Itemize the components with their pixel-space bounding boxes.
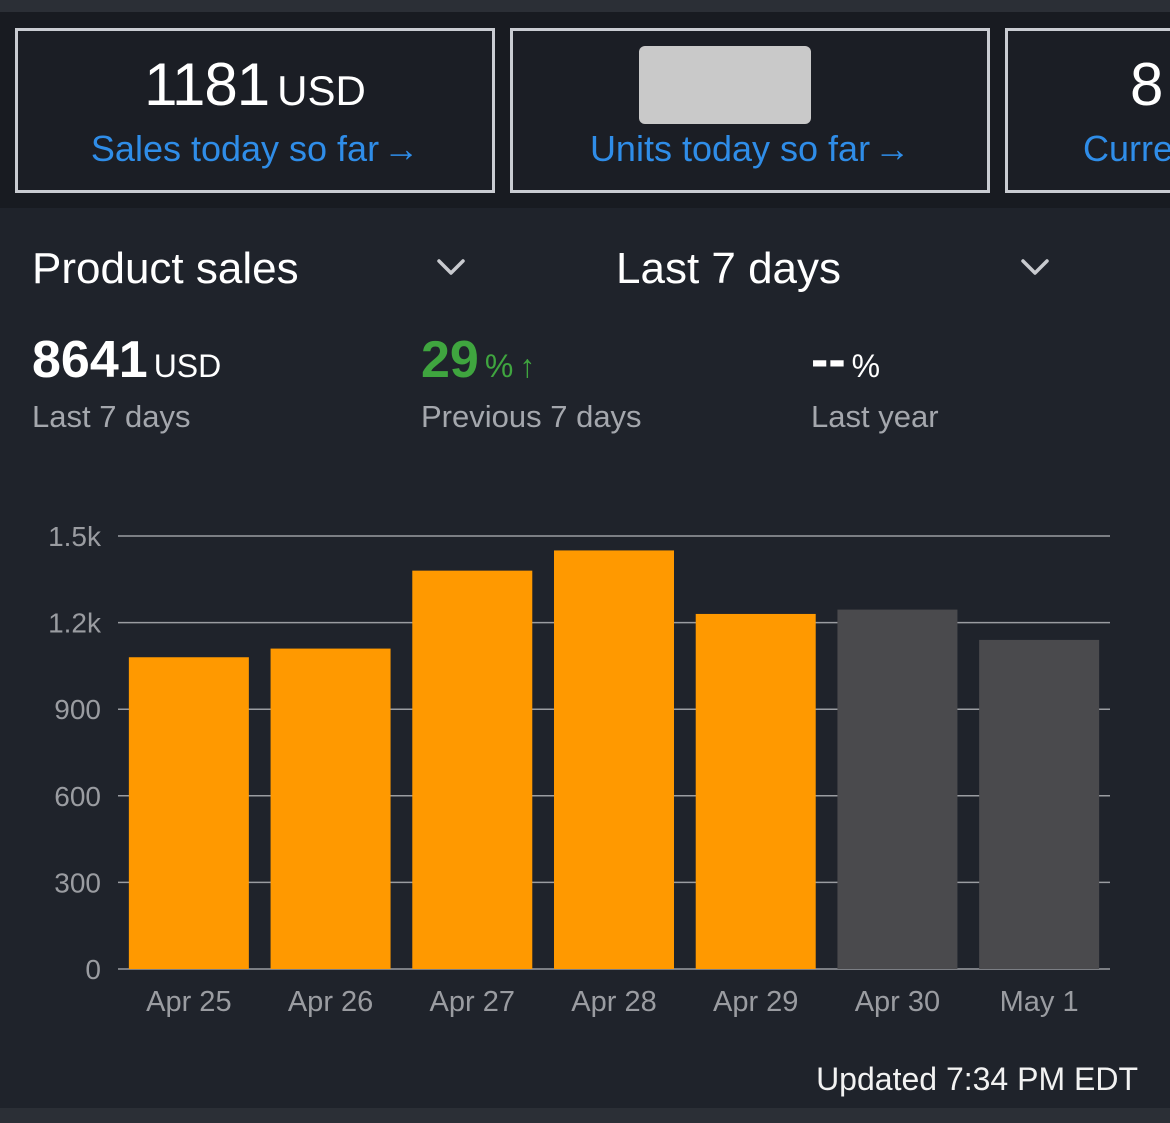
- stat-total: 8641 USD Last 7 days: [32, 330, 221, 436]
- x-tick-label: Apr 27: [430, 986, 515, 1018]
- kpi-sales-unit: USD: [277, 67, 366, 114]
- bar: [412, 570, 533, 969]
- x-tick-label: Apr 25: [146, 986, 231, 1018]
- y-tick-label: 0: [85, 954, 101, 985]
- kpi-card-units-today[interactable]: Units today so far →: [510, 28, 990, 193]
- stat-last-year-unit: %: [851, 348, 881, 384]
- stat-last-year-value: --%: [811, 331, 881, 389]
- redacted-value-block: [639, 46, 811, 124]
- arrow-up-icon: ↑: [519, 348, 536, 384]
- bar: [695, 613, 816, 969]
- bar: [979, 639, 1100, 969]
- x-tick-label: May 1: [1000, 986, 1079, 1018]
- x-tick-label: Apr 26: [288, 986, 373, 1018]
- arrow-right-icon: →: [383, 128, 420, 169]
- kpi-card-sales-today[interactable]: 1181 USD Sales today so far →: [15, 28, 495, 193]
- bottom-divider: [0, 1108, 1170, 1123]
- y-tick-label: 900: [54, 694, 101, 725]
- bar: [837, 609, 958, 969]
- stat-previous-unit: %: [484, 348, 514, 384]
- y-tick-label: 600: [54, 781, 101, 812]
- sales-bar-chart: 0 300 600 900 1.2k 1.5k Apr 25 Apr 26 Apr 27 Apr …: [48, 521, 1110, 1018]
- sales-today-link[interactable]: Sales today so far →: [90, 128, 420, 169]
- kpi-sales-value: 1181 USD: [144, 51, 366, 118]
- arrow-right-icon: →: [874, 128, 911, 169]
- y-tick-label: 300: [54, 867, 101, 898]
- stat-previous-label: Previous 7 days: [421, 399, 642, 434]
- metric-selector[interactable]: Product sales: [32, 244, 299, 293]
- stat-total-value: 8641 USD: [32, 331, 222, 389]
- bar: [128, 657, 249, 969]
- units-today-link[interactable]: Units today so far →: [589, 128, 911, 169]
- stat-previous-value: 29% ↑: [421, 331, 536, 389]
- x-tick-label: Apr 29: [713, 986, 798, 1018]
- kpi-card-current[interactable]: 8 Curre: [1005, 28, 1170, 193]
- kpi-current-value: 8: [1130, 51, 1163, 118]
- range-selector[interactable]: Last 7 days: [616, 244, 842, 293]
- stat-previous: 29% ↑ Previous 7 days: [421, 330, 642, 436]
- chevron-down-icon[interactable]: [1018, 254, 1052, 280]
- stat-last-year-label: Last year: [811, 399, 939, 434]
- x-tick-label: Apr 28: [571, 986, 656, 1018]
- stat-last-year: --% Last year: [811, 330, 939, 436]
- bar: [270, 648, 391, 969]
- current-link[interactable]: Curre: [1083, 128, 1170, 169]
- updated-timestamp: Updated 7:34 PM EDT: [816, 1061, 1138, 1097]
- stat-total-unit: USD: [153, 348, 222, 384]
- y-tick-label: 1.5k: [48, 521, 102, 552]
- bar: [554, 550, 674, 969]
- x-tick-label: Apr 30: [855, 986, 940, 1018]
- chevron-down-icon[interactable]: [434, 254, 468, 280]
- stat-total-label: Last 7 days: [32, 399, 191, 434]
- kpi-strip: 1181 USD Sales today so far → Units today …: [0, 0, 1170, 208]
- y-tick-label: 1.2k: [48, 608, 102, 639]
